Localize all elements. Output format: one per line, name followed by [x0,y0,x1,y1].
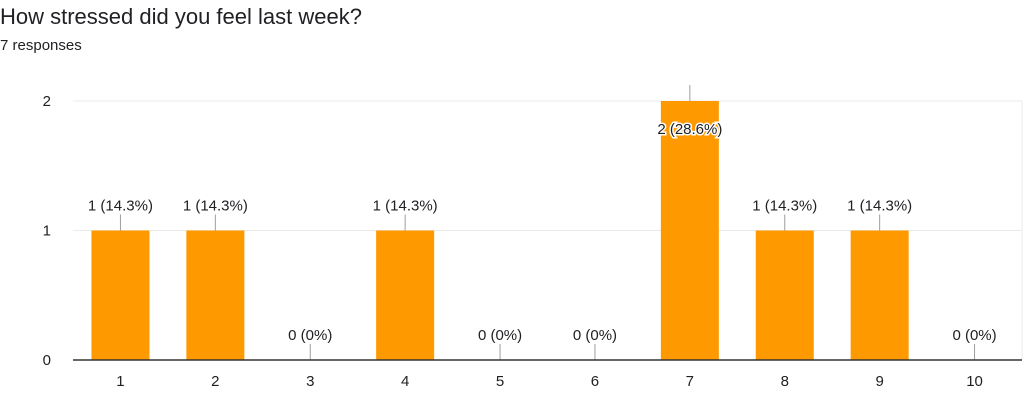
data-label: 1 (14.3%) [183,198,248,215]
question-title: How stressed did you feel last week? [0,4,362,29]
bar[interactable] [755,230,814,361]
bar[interactable] [850,230,909,361]
bar[interactable] [376,230,435,361]
data-label: 1 (14.3%) [752,198,817,215]
x-tick-label: 10 [966,373,983,390]
data-label: 1 (14.3%) [373,198,438,215]
x-tick-label: 6 [591,373,599,390]
y-tick-label: 0 [43,352,51,369]
x-tick-label: 5 [496,373,504,390]
x-tick-label: 1 [116,373,124,390]
data-label: 1 (14.3%) [88,198,153,215]
data-label: 0 (0%) [952,327,996,344]
data-label: 0 (0%) [573,327,617,344]
data-label: 0 (0%) [478,327,522,344]
y-tick-label: 2 [43,93,51,110]
bar[interactable] [91,230,150,361]
y-tick-label: 1 [43,223,51,240]
x-tick-label: 7 [686,373,694,390]
data-label: 2 (28.6%) [657,121,722,138]
bar[interactable] [186,230,245,361]
bar[interactable] [660,101,719,360]
data-label: 1 (14.3%) [847,198,912,215]
x-tick-label: 8 [781,373,789,390]
response-count: 7 responses [0,37,82,54]
x-tick-label: 3 [306,373,314,390]
x-tick-label: 4 [401,373,409,390]
x-tick-label: 2 [211,373,219,390]
x-tick-label: 9 [875,373,883,390]
data-label: 0 (0%) [288,327,332,344]
